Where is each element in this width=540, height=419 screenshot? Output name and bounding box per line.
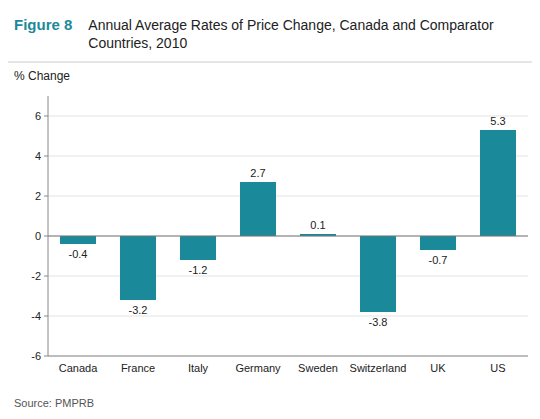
grid-line	[48, 356, 528, 357]
y-axis-line	[48, 96, 49, 356]
bar	[180, 236, 216, 260]
y-tick	[44, 156, 48, 157]
x-tick-label: France	[121, 362, 155, 374]
data-label: 0.1	[310, 219, 325, 231]
bar	[60, 236, 96, 244]
grid	[48, 116, 528, 356]
x-tick-label: Canada	[59, 362, 98, 374]
y-tick-label: -4	[31, 310, 41, 322]
x-tick-label: Switzerland	[350, 362, 407, 374]
y-tick-label: 4	[35, 150, 41, 162]
bars	[60, 130, 516, 312]
source-note: Source: PMPRB	[14, 397, 94, 409]
y-tick	[44, 236, 48, 237]
data-label: -0.4	[69, 248, 88, 260]
bar	[480, 130, 516, 236]
data-label: 2.7	[250, 167, 265, 179]
x-tick-label: Sweden	[298, 362, 338, 374]
chart: Figure 8 Annual Average Rates of Price Ch…	[0, 0, 540, 419]
grid-line	[48, 156, 528, 157]
data-label: -3.2	[129, 304, 148, 316]
x-tick-label: Germany	[235, 362, 281, 374]
x-tick-label: UK	[430, 362, 446, 374]
y-tick-label: 2	[35, 190, 41, 202]
y-tick	[44, 276, 48, 277]
y-tick	[44, 316, 48, 317]
data-labels: -0.4 -3.2 -1.2 2.7 0.1 -3.8 -0.7 5.3	[69, 115, 506, 328]
y-axis-label: % Change	[14, 69, 70, 83]
bar	[360, 236, 396, 312]
y-tick-label: 0	[35, 230, 41, 242]
data-label: -3.8	[369, 316, 388, 328]
bar	[240, 182, 276, 236]
title-line: Countries, 2010	[88, 35, 187, 51]
zero-line	[48, 236, 528, 237]
grid-line	[48, 236, 528, 237]
data-label: 5.3	[490, 115, 505, 127]
y-tick	[44, 116, 48, 117]
grid-line	[48, 196, 528, 197]
bar	[120, 236, 156, 300]
y-tick-label: -2	[31, 270, 41, 282]
data-label: -0.7	[429, 254, 448, 266]
title-line: Annual Average Rates of Price Change, Ca…	[88, 17, 494, 33]
x-axis-line	[48, 356, 528, 357]
data-label: -1.2	[189, 264, 208, 276]
x-tick-label: Italy	[188, 362, 209, 374]
figure-label: Figure 8	[14, 16, 72, 33]
title: Annual Average Rates of Price Change, Ca…	[88, 17, 494, 51]
grid-line	[48, 116, 528, 117]
y-tick	[44, 196, 48, 197]
y-tick-label: 6	[35, 110, 41, 122]
grid-line	[48, 316, 528, 317]
x-tick-label: US	[490, 362, 505, 374]
bar	[420, 236, 456, 250]
y-tick-label: -6	[31, 350, 41, 362]
separator	[8, 62, 532, 63]
y-tick	[44, 356, 48, 357]
